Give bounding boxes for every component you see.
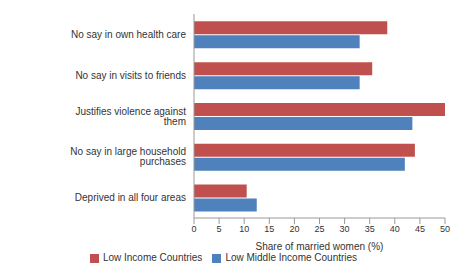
svg-text:5: 5 xyxy=(217,224,222,234)
svg-text:0: 0 xyxy=(191,224,196,234)
svg-text:No say in own health care: No say in own health care xyxy=(71,29,187,40)
html-text:Low Income Countries: Low Income Countries xyxy=(102,252,203,263)
svg-text:No say in large householdpurch: No say in large householdpurchases xyxy=(70,146,186,167)
svg-text:Deprived in all four areas: Deprived in all four areas xyxy=(75,192,186,203)
svg-text:25: 25 xyxy=(314,224,324,234)
svg-text:15: 15 xyxy=(264,224,274,234)
html-text:Low Middle Income Countries: Low Middle Income Countries xyxy=(225,252,358,263)
svg-text:No say in visits to friends: No say in visits to friends xyxy=(75,70,186,81)
svg-text:40: 40 xyxy=(390,224,400,234)
svg-text:20: 20 xyxy=(289,224,299,234)
svg-text:30: 30 xyxy=(340,224,350,234)
svg-text:50: 50 xyxy=(440,224,450,234)
svg-text:45: 45 xyxy=(415,224,425,234)
svg-text:Share of married women (%): Share of married women (%) xyxy=(256,241,384,252)
svg-text:Justifies violence againstthem: Justifies violence againstthem xyxy=(75,106,186,127)
svg-text:35: 35 xyxy=(365,224,375,234)
svg-text:10: 10 xyxy=(239,224,249,234)
